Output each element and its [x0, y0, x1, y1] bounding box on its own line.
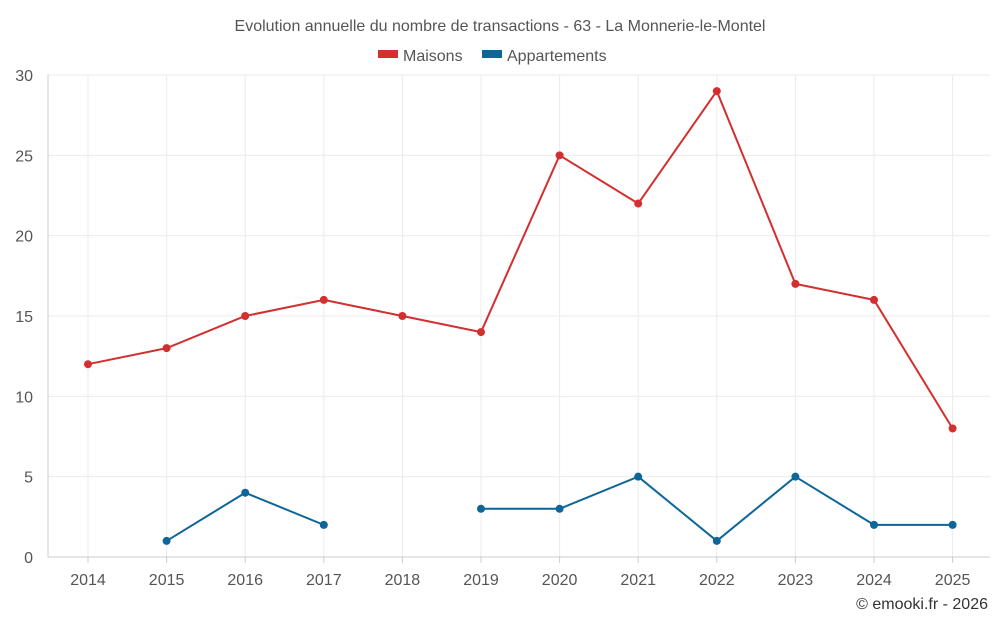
- series-line-maisons: [87, 88, 954, 429]
- x-tick-label: 2014: [70, 572, 106, 589]
- data-point-maisons[interactable]: [84, 360, 92, 369]
- x-tick-label: 2020: [542, 572, 578, 589]
- data-point-appartements[interactable]: [241, 488, 250, 497]
- legend-label-maisons[interactable]: Maisons: [403, 48, 463, 65]
- data-point-maisons[interactable]: [241, 312, 250, 320]
- data-point-appartements[interactable]: [948, 520, 957, 529]
- x-tick-label: 2017: [306, 572, 342, 589]
- data-point-maisons[interactable]: [634, 199, 643, 208]
- data-point-maisons[interactable]: [712, 87, 721, 96]
- data-point-appartements[interactable]: [162, 536, 171, 545]
- x-tick-label: 2018: [385, 572, 421, 589]
- data-point-maisons[interactable]: [398, 312, 407, 320]
- legend: Maisons Appartements: [378, 48, 607, 65]
- y-tick-label: 25: [15, 148, 33, 165]
- data-point-appartements[interactable]: [712, 536, 721, 545]
- x-tick-label: 2019: [463, 572, 499, 589]
- copyright-text: © emooki.fr - 2026: [856, 596, 988, 613]
- y-tick-label: 5: [24, 470, 33, 487]
- series: [84, 87, 957, 545]
- data-point-appartements[interactable]: [870, 520, 878, 529]
- data-point-appartements[interactable]: [319, 520, 328, 529]
- y-tick-label: 15: [15, 309, 33, 326]
- legend-swatch-maisons: [378, 50, 398, 58]
- y-tick-label: 0: [24, 550, 33, 567]
- legend-swatch-appartements: [482, 50, 502, 58]
- grid: [48, 74, 990, 558]
- x-tick-label: 2024: [856, 572, 892, 589]
- x-tick-label: 2025: [935, 572, 971, 589]
- x-tick-label: 2016: [227, 572, 263, 589]
- data-point-maisons[interactable]: [319, 295, 328, 304]
- x-tick-label: 2023: [778, 572, 814, 589]
- data-point-maisons[interactable]: [162, 344, 171, 353]
- chart-title: Evolution annuelle du nombre de transact…: [235, 18, 766, 35]
- data-point-appartements[interactable]: [791, 472, 800, 481]
- data-point-maisons[interactable]: [477, 328, 485, 337]
- y-tick-label: 30: [15, 68, 33, 85]
- data-point-maisons[interactable]: [791, 279, 800, 288]
- x-tick-label: 2015: [149, 572, 185, 589]
- data-point-appartements[interactable]: [555, 504, 564, 513]
- data-point-appartements[interactable]: [634, 472, 643, 481]
- legend-label-appartements[interactable]: Appartements: [507, 48, 607, 65]
- x-tick-label: 2021: [620, 572, 656, 589]
- data-point-maisons[interactable]: [870, 295, 878, 304]
- y-tick-label: 10: [15, 389, 33, 406]
- data-point-appartements[interactable]: [477, 504, 485, 513]
- data-point-maisons[interactable]: [948, 424, 957, 433]
- y-tick-label: 20: [15, 229, 33, 246]
- x-tick-label: 2022: [699, 572, 735, 589]
- data-point-maisons[interactable]: [555, 151, 564, 160]
